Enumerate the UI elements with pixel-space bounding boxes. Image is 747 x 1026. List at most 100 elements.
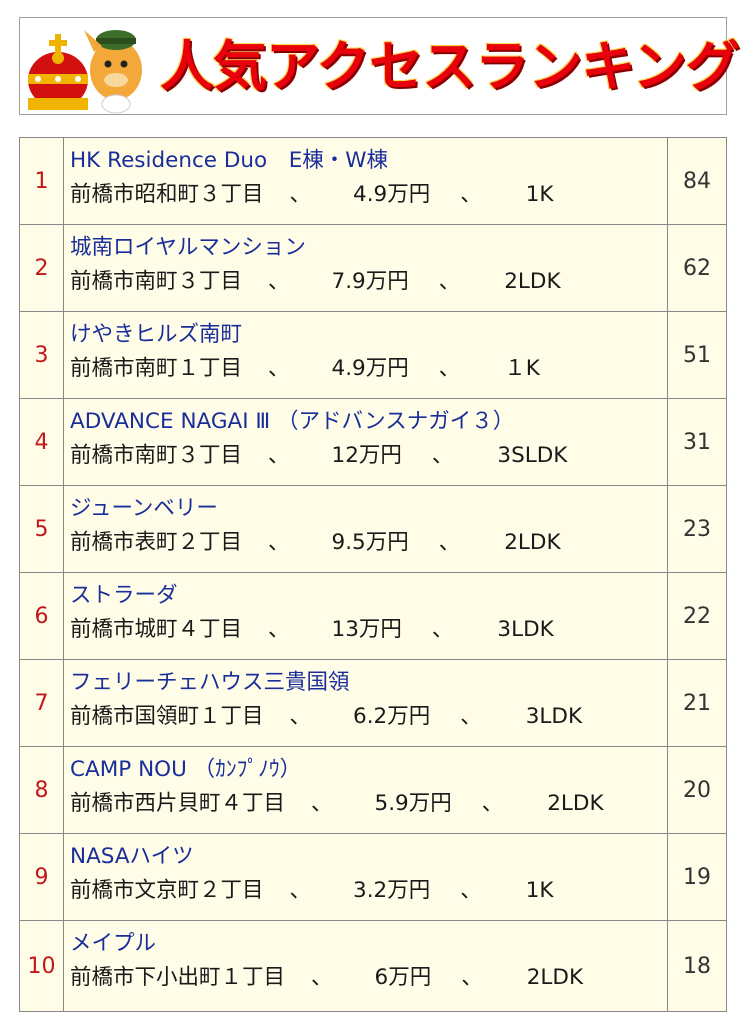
separator: 、 — [461, 965, 483, 990]
separator: 、 — [438, 530, 461, 555]
property-rent: 6.2万円 — [353, 704, 431, 729]
separator: 、 — [268, 356, 290, 381]
property-cell: NASAハイツ 前橋市文京町２丁目、 3.2万円、 1K — [64, 834, 668, 920]
property-detail: 前橋市南町３丁目、 7.9万円、 2LDK — [70, 267, 667, 297]
property-address: 前橋市表町２丁目 — [70, 530, 243, 555]
property-address: 前橋市下小出町１丁目 — [70, 965, 286, 990]
ranking-row: 10 メイプル 前橋市下小出町１丁目、 6万円、 2LDK 18 — [20, 921, 726, 1011]
separator: 、 — [289, 182, 312, 207]
ranking-row: 3 けやきヒルズ南町 前橋市南町１丁目、 4.9万円、 １K 51 — [20, 312, 726, 399]
property-rent: 13万円 — [331, 617, 402, 642]
rank-number: 5 — [20, 486, 64, 572]
rank-number: 3 — [20, 312, 64, 398]
property-address: 前橋市昭和町３丁目 — [70, 182, 264, 207]
rank-number: 1 — [20, 138, 64, 224]
property-name-link[interactable]: フェリーチェハウス三貴国領 — [70, 670, 350, 695]
property-cell: HK Residence Duo E棟・W棟 前橋市昭和町３丁目、 4.9万円、 1K — [64, 138, 668, 224]
property-address: 前橋市南町３丁目 — [70, 443, 243, 468]
separator: 、 — [481, 791, 504, 816]
property-cell: ADVANCE NAGAI Ⅲ （アドバンスナガイ３） 前橋市南町３丁目、 12万円… — [64, 399, 668, 485]
property-cell: ジューンベリー 前橋市表町２丁目、 9.5万円、 2LDK — [64, 486, 668, 572]
separator: 、 — [460, 182, 482, 207]
property-cell: メイプル 前橋市下小出町１丁目、 6万円、 2LDK — [64, 921, 668, 1011]
property-detail: 前橋市昭和町３丁目、 4.9万円、 1K — [70, 180, 667, 210]
ranking-table: 1 HK Residence Duo E棟・W棟 前橋市昭和町３丁目、 4.9万円、 1… — [19, 137, 727, 1012]
property-rent: 4.9万円 — [353, 182, 431, 207]
ranking-row: 2 城南ロイヤルマンション 前橋市南町３丁目、 7.9万円、 2LDK 62 — [20, 225, 726, 312]
ranking-row: 7 フェリーチェハウス三貴国領 前橋市国領町１丁目、 6.2万円、 3LDK 21 — [20, 660, 726, 747]
separator: 、 — [289, 704, 312, 729]
property-cell: 城南ロイヤルマンション 前橋市南町３丁目、 7.9万円、 2LDK — [64, 225, 668, 311]
property-layout: 1K — [525, 182, 554, 207]
property-name-link[interactable]: HK Residence Duo E棟・W棟 — [70, 148, 389, 173]
property-address: 前橋市南町１丁目 — [70, 356, 243, 381]
separator: 、 — [438, 269, 461, 294]
property-rent: 4.9万円 — [331, 356, 409, 381]
rank-number: 4 — [20, 399, 64, 485]
property-address: 前橋市文京町２丁目 — [70, 878, 264, 903]
rank-number: 2 — [20, 225, 64, 311]
property-name-link[interactable]: CAMP NOU （ｶﾝﾌﾟﾉｳ） — [70, 757, 302, 782]
separator: 、 — [268, 269, 290, 294]
banner-title: 人気アクセスランキング — [160, 35, 740, 98]
property-rent: 12万円 — [331, 443, 402, 468]
separator: 、 — [311, 791, 333, 816]
separator: 、 — [268, 443, 290, 468]
property-detail: 前橋市城町４丁目、 13万円、 3LDK — [70, 615, 667, 645]
property-layout: １K — [504, 356, 540, 381]
property-detail: 前橋市南町１丁目、 4.9万円、 １K — [70, 354, 667, 384]
property-cell: けやきヒルズ南町 前橋市南町１丁目、 4.9万円、 １K — [64, 312, 668, 398]
access-count: 20 — [683, 777, 711, 803]
property-rent: 5.9万円 — [374, 791, 452, 816]
property-cell: ストラーダ 前橋市城町４丁目、 13万円、 3LDK — [64, 573, 668, 659]
property-address: 前橋市西片貝町４丁目 — [70, 791, 286, 816]
property-cell: フェリーチェハウス三貴国領 前橋市国領町１丁目、 6.2万円、 3LDK — [64, 660, 668, 746]
rank-number: 10 — [20, 921, 64, 1011]
rank-number: 9 — [20, 834, 64, 920]
property-name-link[interactable]: ストラーダ — [70, 583, 178, 608]
access-count: 62 — [683, 255, 711, 281]
access-count: 51 — [683, 342, 711, 368]
property-layout: 3SLDK — [497, 443, 568, 468]
property-detail: 前橋市文京町２丁目、 3.2万円、 1K — [70, 876, 667, 906]
access-count: 31 — [683, 429, 711, 455]
property-name-link[interactable]: 城南ロイヤルマンション — [70, 235, 306, 260]
rank-number: 7 — [20, 660, 64, 746]
separator: 、 — [311, 965, 333, 990]
property-rent: 3.2万円 — [353, 878, 431, 903]
property-rent: 6万円 — [374, 965, 432, 990]
property-rent: 9.5万円 — [331, 530, 409, 555]
separator: 、 — [431, 617, 454, 642]
property-address: 前橋市城町４丁目 — [70, 617, 243, 642]
property-layout: 3LDK — [497, 617, 554, 642]
property-detail: 前橋市表町２丁目、 9.5万円、 2LDK — [70, 528, 667, 558]
access-count: 23 — [683, 516, 711, 542]
property-name-link[interactable]: NASAハイツ — [70, 844, 194, 869]
separator: 、 — [268, 530, 290, 555]
separator: 、 — [460, 878, 482, 903]
property-name-link[interactable]: けやきヒルズ南町 — [70, 322, 243, 347]
property-detail: 前橋市下小出町１丁目、 6万円、 2LDK — [70, 963, 667, 993]
crowned-horse-mascot-icon — [28, 30, 142, 114]
property-name-link[interactable]: ジューンベリー — [70, 496, 218, 521]
ranking-row: 6 ストラーダ 前橋市城町４丁目、 13万円、 3LDK 22 — [20, 573, 726, 660]
property-layout: 2LDK — [504, 269, 561, 294]
access-count: 21 — [683, 690, 711, 716]
property-detail: 前橋市西片貝町４丁目、 5.9万円、 2LDK — [70, 789, 667, 819]
rank-number: 8 — [20, 747, 64, 833]
separator: 、 — [268, 617, 290, 642]
ranking-row: 9 NASAハイツ 前橋市文京町２丁目、 3.2万円、 1K 19 — [20, 834, 726, 921]
property-layout: 1K — [525, 878, 554, 903]
property-name-link[interactable]: メイプル — [70, 931, 157, 956]
property-layout: 2LDK — [504, 530, 561, 555]
property-layout: 2LDK — [547, 791, 604, 816]
property-name-link[interactable]: ADVANCE NAGAI Ⅲ （アドバンスナガイ３） — [70, 409, 515, 434]
access-count: 22 — [683, 603, 711, 629]
property-layout: 2LDK — [526, 965, 584, 990]
ranking-row: 8 CAMP NOU （ｶﾝﾌﾟﾉｳ） 前橋市西片貝町４丁目、 5.9万円、 2LDK 2… — [20, 747, 726, 834]
property-detail: 前橋市南町３丁目、 12万円、 3SLDK — [70, 441, 667, 471]
access-count: 19 — [683, 864, 711, 890]
separator: 、 — [460, 704, 482, 729]
separator: 、 — [431, 443, 454, 468]
property-cell: CAMP NOU （ｶﾝﾌﾟﾉｳ） 前橋市西片貝町４丁目、 5.9万円、 2LDK — [64, 747, 668, 833]
